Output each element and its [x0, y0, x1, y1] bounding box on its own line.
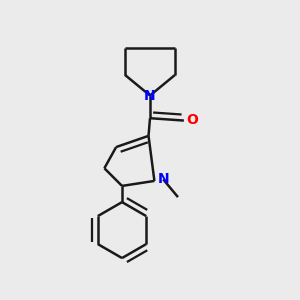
Text: N: N: [158, 172, 169, 186]
Text: N: N: [144, 88, 156, 103]
Text: O: O: [186, 113, 198, 127]
